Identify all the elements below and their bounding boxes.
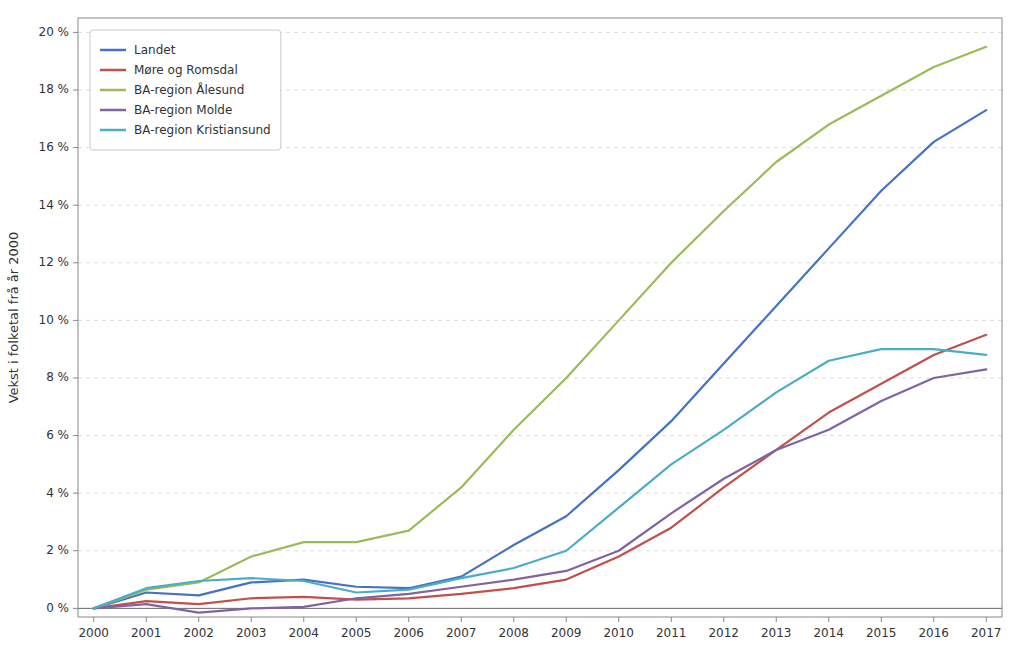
y-tick <box>73 493 78 494</box>
x-tick <box>461 617 462 622</box>
x-tick-label: 2017 <box>971 626 1002 640</box>
x-tick-label: 2000 <box>78 626 109 640</box>
x-tick <box>723 617 724 622</box>
x-tick-label: 2002 <box>183 626 214 640</box>
legend-label: Landet <box>134 43 176 57</box>
legend-swatch <box>100 69 126 72</box>
x-tick <box>146 617 147 622</box>
grid-line <box>78 493 1002 494</box>
legend-label: Møre og Romsdal <box>134 63 238 77</box>
x-tick <box>881 617 882 622</box>
x-tick <box>408 617 409 622</box>
grid-line <box>78 608 1002 609</box>
x-tick <box>356 617 357 622</box>
x-tick-label: 2012 <box>708 626 739 640</box>
grid-line <box>78 377 1002 378</box>
x-tick-label: 2009 <box>551 626 582 640</box>
y-tick-label: 0 % <box>46 601 69 615</box>
x-tick-label: 2006 <box>393 626 424 640</box>
x-tick <box>671 617 672 622</box>
y-tick-label: 12 % <box>39 255 70 269</box>
x-tick-label: 2007 <box>446 626 477 640</box>
y-tick-label: 2 % <box>46 543 69 557</box>
legend-swatch <box>100 89 126 92</box>
x-tick-label: 2001 <box>131 626 162 640</box>
y-tick-label: 6 % <box>46 428 69 442</box>
x-tick-label: 2013 <box>761 626 792 640</box>
grid-line <box>78 320 1002 321</box>
x-tick-label: 2005 <box>341 626 372 640</box>
series-line <box>94 110 987 608</box>
x-tick-label: 2004 <box>288 626 319 640</box>
y-tick <box>73 32 78 33</box>
x-tick-label: 2016 <box>918 626 949 640</box>
series-line <box>94 369 987 612</box>
x-tick-label: 2011 <box>656 626 687 640</box>
y-tick <box>73 147 78 148</box>
x-tick <box>93 617 94 622</box>
x-tick <box>513 617 514 622</box>
legend: Landet Møre og Romsdal BA-region Ålesund BA… <box>90 30 281 150</box>
x-tick <box>251 617 252 622</box>
legend-swatch <box>100 49 126 52</box>
x-tick-label: 2014 <box>813 626 844 640</box>
legend-label: BA-region Kristiansund <box>134 123 271 137</box>
y-tick <box>73 320 78 321</box>
y-tick <box>73 377 78 378</box>
legend-swatch <box>100 109 126 112</box>
x-tick-label: 2010 <box>603 626 634 640</box>
x-tick-label: 2008 <box>498 626 529 640</box>
chart: 0 % 2 % 4 % 6 % 8 % 10 % 12 % 14 % 16 % 18 % 20 % 2… <box>0 0 1024 659</box>
y-tick <box>73 550 78 551</box>
y-tick-label: 14 % <box>39 198 70 212</box>
x-tick <box>618 617 619 622</box>
y-tick-label: 20 % <box>39 25 70 39</box>
y-tick-label: 10 % <box>39 313 70 327</box>
y-tick <box>73 89 78 90</box>
x-tick-label: 2003 <box>236 626 267 640</box>
x-tick <box>776 617 777 622</box>
legend-box <box>90 30 281 150</box>
x-tick <box>566 617 567 622</box>
x-tick <box>828 617 829 622</box>
legend-swatch <box>100 129 126 132</box>
y-axis-label: Vekst i folketal frå år 2000 <box>6 232 21 404</box>
x-tick-label: 2015 <box>866 626 897 640</box>
legend-label: BA-region Ålesund <box>134 82 244 97</box>
plot-frame <box>78 18 1002 617</box>
x-axis: 2000 2001 2002 2003 2004 2005 2006 2007 2008 2009… <box>78 617 1001 640</box>
y-tick-label: 8 % <box>46 370 69 384</box>
series-line <box>94 349 987 608</box>
x-tick <box>986 617 987 622</box>
grid-line <box>78 550 1002 551</box>
y-tick <box>73 205 78 206</box>
grid-line <box>78 262 1002 263</box>
grid-line <box>78 435 1002 436</box>
x-tick <box>933 617 934 622</box>
lines <box>94 47 987 613</box>
x-tick <box>198 617 199 622</box>
y-tick <box>73 608 78 609</box>
y-axis: 0 % 2 % 4 % 6 % 8 % 10 % 12 % 14 % 16 % 18 % 20 % <box>39 25 79 615</box>
y-tick <box>73 262 78 263</box>
y-tick <box>73 435 78 436</box>
grid-line <box>78 205 1002 206</box>
legend-label: BA-region Molde <box>134 103 232 117</box>
y-tick-label: 16 % <box>39 140 70 154</box>
series-line <box>94 47 987 609</box>
y-tick-label: 18 % <box>39 82 70 96</box>
y-tick-label: 4 % <box>46 486 69 500</box>
x-tick <box>303 617 304 622</box>
